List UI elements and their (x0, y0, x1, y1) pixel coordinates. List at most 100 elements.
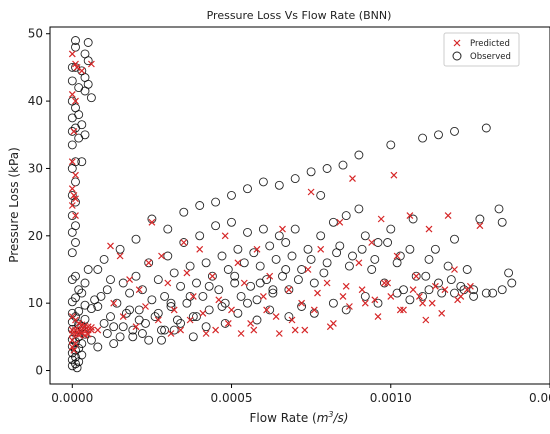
predicted-point (355, 259, 363, 267)
observed-point (207, 271, 217, 281)
observed-point (83, 38, 93, 47)
predicted-point (132, 323, 140, 331)
predicted-point (358, 286, 366, 294)
predicted-point (68, 202, 76, 209)
observed-point (319, 268, 329, 278)
observed-point (373, 238, 383, 247)
observed-point (67, 317, 77, 327)
observed-point (383, 238, 393, 247)
observed-point (86, 93, 96, 103)
observed-point (316, 231, 326, 241)
observed-point (217, 251, 227, 261)
legend-box (443, 32, 520, 67)
predicted-point (70, 346, 78, 354)
observed-point (77, 120, 87, 130)
observed-point (450, 126, 459, 136)
predicted-point (275, 330, 283, 337)
observed-point (83, 56, 93, 66)
observed-point (424, 254, 434, 264)
y-tick-label: 10 (28, 296, 43, 310)
observed-point (96, 291, 106, 301)
predicted-point (212, 326, 220, 334)
observed-point (290, 174, 300, 184)
observed-point (354, 150, 364, 160)
legend: Predicted Observed (443, 32, 520, 67)
observed-point (192, 278, 201, 288)
observed-point (163, 251, 173, 261)
y-axis-label: Pressure Loss (kPa) (7, 147, 21, 263)
predicted-point (259, 292, 267, 300)
observed-point (201, 322, 211, 332)
observed-point (434, 130, 443, 140)
observed-point (188, 312, 198, 322)
x-tick-label: 0.0010 (370, 391, 412, 405)
observed-point (176, 281, 186, 291)
observed-point (74, 285, 84, 295)
observed-point (188, 332, 198, 342)
predicted-point (68, 50, 76, 58)
observed-point (67, 227, 77, 237)
plot-frame (49, 26, 550, 385)
observed-point (230, 271, 240, 281)
observed-point (243, 184, 252, 194)
observed-point (274, 180, 284, 190)
predicted-point (298, 299, 306, 307)
legend-predicted-icon (453, 39, 461, 47)
predicted-point (180, 239, 188, 246)
predicted-point (215, 296, 223, 304)
legend-observed-icon (452, 51, 462, 61)
observed-point (230, 278, 240, 288)
observed-point (450, 288, 459, 298)
observed-point (67, 126, 77, 136)
observed-point (147, 295, 157, 305)
observed-point (249, 248, 259, 258)
predicted-point (148, 218, 156, 226)
observed-point (144, 335, 154, 345)
predicted-point (393, 252, 401, 260)
observed-point (360, 291, 370, 301)
predicted-point (387, 292, 395, 300)
observed-point (121, 308, 131, 318)
observed-point (211, 221, 221, 231)
observed-point (153, 308, 163, 318)
observed-point (71, 238, 80, 247)
x-axis-label-prefix: Flow Rate ( (250, 411, 317, 425)
observed-point (456, 281, 466, 291)
predicted-point (301, 326, 309, 334)
x-axis-label-unit: m (317, 411, 329, 425)
observed-point (475, 214, 485, 224)
observed-point (367, 265, 377, 274)
x-tick-label: 0.0015 (529, 391, 550, 405)
observed-point (67, 361, 77, 371)
observed-point (386, 140, 396, 150)
predicted-point (78, 67, 86, 75)
predicted-point (288, 316, 296, 324)
observed-point (497, 217, 507, 227)
observed-point (348, 251, 357, 261)
observed-point (437, 288, 447, 298)
predicted-point (135, 286, 143, 294)
chart-title: Pressure Loss Vs Flow Rate (BNN) (207, 9, 392, 22)
observed-point (227, 190, 236, 200)
observed-point (424, 285, 434, 295)
observed-point (469, 291, 479, 301)
observed-point (220, 298, 230, 308)
observed-point (211, 197, 221, 207)
observed-point (328, 298, 338, 308)
y-axis-ticks: 0 10 20 30 40 50 (28, 27, 50, 378)
observed-point (102, 285, 112, 295)
predicted-point (444, 212, 452, 220)
predicted-point (371, 296, 379, 304)
predicted-point (272, 313, 280, 321)
observed-point (265, 241, 275, 251)
predicted-point (345, 303, 353, 310)
observed-point (160, 291, 170, 301)
observed-point (392, 288, 402, 298)
x-axis-ticks: 0.0000 0.0005 0.0010 0.0015 (51, 384, 550, 405)
observed-point (322, 164, 332, 173)
observed-point (204, 305, 214, 315)
observed-point (128, 332, 138, 342)
observed-point (204, 281, 214, 291)
observed-point (306, 254, 316, 264)
observed-point (497, 285, 507, 295)
